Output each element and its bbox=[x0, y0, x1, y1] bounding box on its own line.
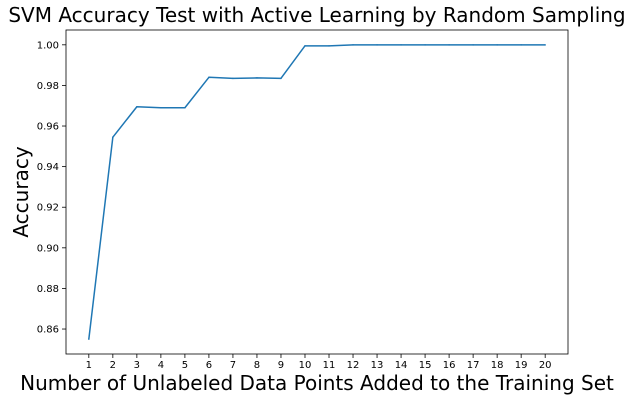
x-tick-label: 15 bbox=[419, 360, 432, 371]
x-tick-label: 6 bbox=[206, 360, 212, 371]
data-point bbox=[304, 45, 306, 47]
data-point bbox=[112, 136, 114, 138]
data-point bbox=[472, 44, 474, 46]
y-tick-label: 0.90 bbox=[37, 243, 59, 254]
x-tick-label: 17 bbox=[467, 360, 480, 371]
data-point bbox=[352, 44, 354, 46]
x-tick-label: 5 bbox=[182, 360, 188, 371]
y-axis-title: Accuracy bbox=[9, 146, 33, 237]
data-point bbox=[136, 105, 138, 108]
data-point bbox=[184, 107, 186, 109]
x-tick-label: 11 bbox=[323, 360, 336, 371]
x-tick-label: 7 bbox=[230, 360, 236, 371]
x-tick-label: 14 bbox=[395, 360, 408, 371]
data-point bbox=[496, 44, 498, 46]
y-tick-label: 0.88 bbox=[37, 284, 59, 295]
x-tick-label: 20 bbox=[539, 360, 552, 371]
x-tick-label: 4 bbox=[158, 360, 164, 371]
x-tick-label: 3 bbox=[134, 360, 140, 371]
data-point bbox=[424, 44, 426, 46]
x-tick-label: 10 bbox=[299, 360, 312, 371]
x-axis: 1 2 3 4 5 6 7 8 9 10 11 12 13 14 15 16 17 18 19 20 bbox=[86, 354, 552, 371]
x-tick-label: 12 bbox=[347, 360, 360, 371]
y-axis: 0.86 0.88 0.90 0.92 0.94 0.96 0.98 1.00 bbox=[37, 40, 66, 336]
data-point bbox=[448, 44, 450, 46]
data-point bbox=[208, 76, 210, 79]
y-tick-label: 0.98 bbox=[37, 81, 59, 92]
series-line bbox=[88, 44, 546, 340]
x-tick-label: 13 bbox=[371, 360, 384, 371]
x-tick-label: 2 bbox=[110, 360, 116, 371]
y-tick-label: 0.94 bbox=[37, 162, 59, 173]
x-tick-label: 9 bbox=[278, 360, 284, 371]
data-point bbox=[232, 77, 234, 80]
y-tick-label: 0.92 bbox=[37, 203, 59, 214]
x-tick-label: 8 bbox=[254, 360, 260, 371]
x-tick-label: 16 bbox=[443, 360, 456, 371]
data-point bbox=[280, 77, 282, 80]
data-point bbox=[160, 107, 162, 109]
data-point bbox=[376, 44, 378, 46]
x-axis-title: Number of Unlabeled Data Points Added to… bbox=[20, 371, 614, 395]
data-point bbox=[88, 338, 90, 340]
y-tick-label: 0.86 bbox=[37, 325, 59, 336]
y-tick-label: 0.96 bbox=[37, 122, 59, 133]
data-point bbox=[328, 45, 330, 47]
x-tick-label: 18 bbox=[491, 360, 504, 371]
chart-title: SVM Accuracy Test with Active Learning b… bbox=[8, 3, 625, 27]
data-point bbox=[520, 44, 522, 46]
x-tick-label: 1 bbox=[86, 360, 92, 371]
x-tick-label: 19 bbox=[515, 360, 528, 371]
data-point bbox=[544, 44, 546, 46]
plot-area bbox=[65, 29, 569, 355]
data-point bbox=[256, 77, 258, 79]
data-point bbox=[400, 44, 402, 46]
y-tick-label: 1.00 bbox=[37, 40, 59, 51]
